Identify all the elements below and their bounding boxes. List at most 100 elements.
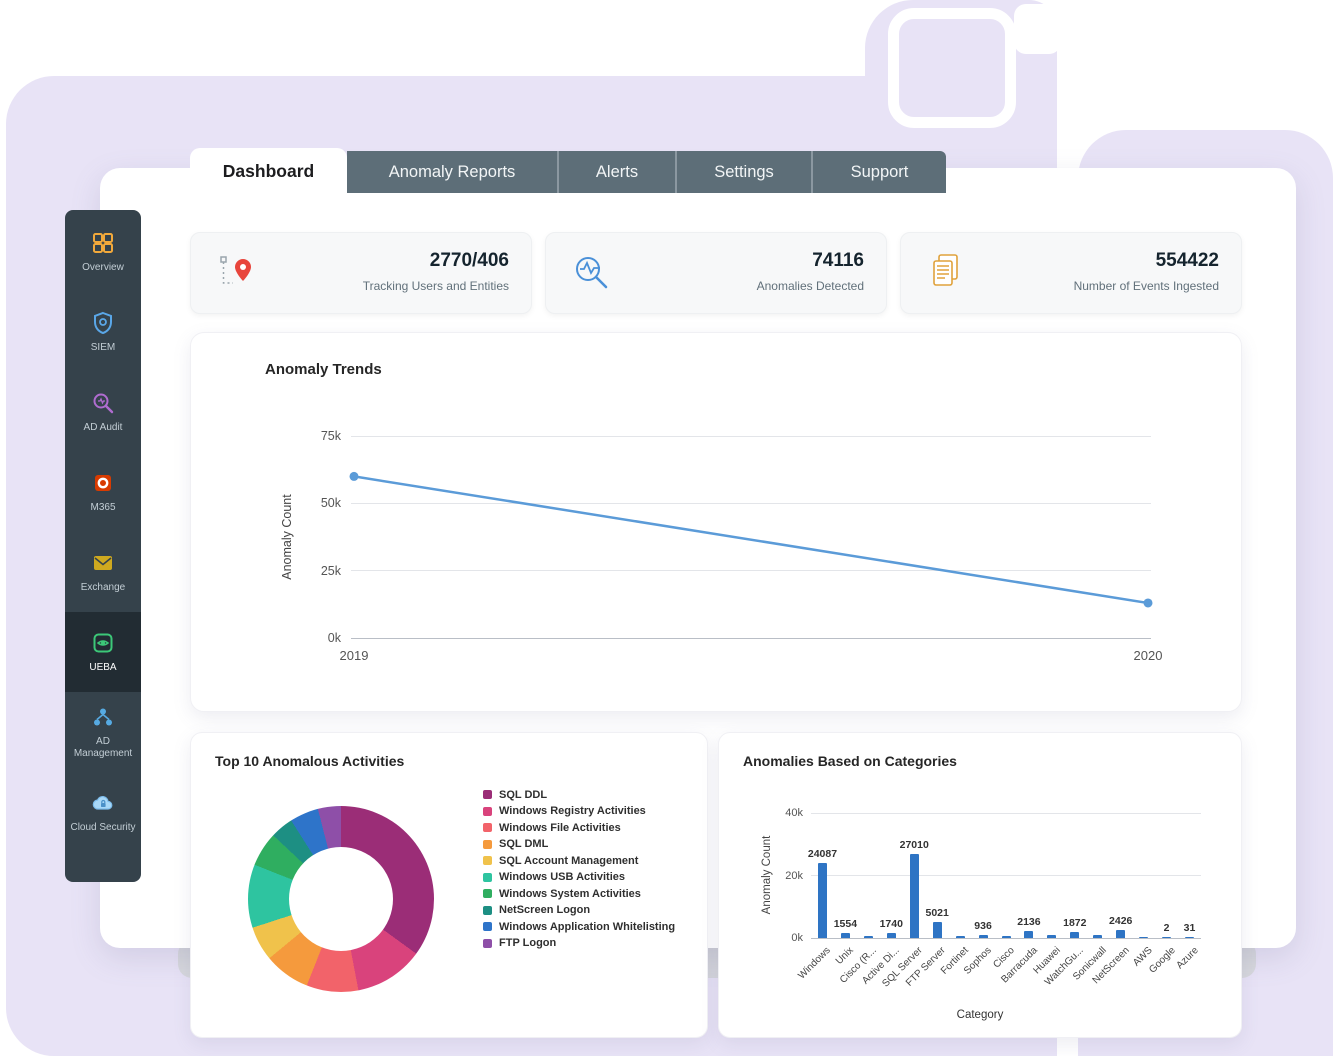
cloud-lock-icon <box>90 790 116 816</box>
decorative-solid-square <box>1014 4 1061 54</box>
ueba-eye-icon <box>90 630 116 656</box>
legend-label: SQL DML <box>499 838 549 850</box>
x-axis-label: Category <box>956 1009 1004 1021</box>
stat-caption: Anomalies Detected <box>756 279 864 293</box>
bar[interactable] <box>932 922 942 938</box>
sidebar-item-siem[interactable]: SIEM <box>65 292 141 372</box>
bar[interactable] <box>1185 936 1195 938</box>
legend-item[interactable]: Windows Application Whitelisting <box>483 920 676 933</box>
stat-value: 2770/406 <box>429 250 509 271</box>
trend-line <box>353 475 1149 605</box>
tab-support[interactable]: Support <box>811 151 946 193</box>
legend-item[interactable]: Windows USB Activities <box>483 871 675 883</box>
sidebar-item-ad-audit[interactable]: AD Audit <box>65 372 141 452</box>
bar[interactable] <box>909 853 919 938</box>
legend-item[interactable]: Windows File Activities <box>483 821 675 834</box>
bar[interactable] <box>886 932 896 938</box>
grid-icon <box>90 230 116 256</box>
stat-card-anomalies: 74116 Anomalies Detected <box>545 232 887 314</box>
sidebar-item-overview[interactable]: Overview <box>65 212 141 292</box>
bar-value-label: 2426 <box>1109 915 1133 928</box>
bar-chart-plot: 24087 Windows 1554 Unix Cisco (R... 1740 Activ… <box>797 812 1201 989</box>
legend-item[interactable]: Windows Registry Activities <box>483 805 675 817</box>
legend-swatch <box>483 889 492 898</box>
sidebar-item-label: Cloud Security <box>70 821 136 833</box>
bar-value-label: 2 <box>1163 921 1170 934</box>
anomalies-categories-card: Anomalies Based on Categories Anomaly Co… <box>718 732 1242 1038</box>
legend-label: Windows Application Whitelisting <box>499 920 676 933</box>
bar[interactable] <box>1047 935 1057 938</box>
legend-swatch <box>483 823 492 832</box>
legend-label: Windows File Activities <box>499 821 621 834</box>
m365-icon <box>90 470 116 496</box>
gridline <box>351 637 1151 639</box>
bar-value-label: 27010 <box>899 838 929 851</box>
bar[interactable] <box>978 935 988 938</box>
legend-label: FTP Logon <box>499 937 557 949</box>
stat-card-tracking: 2770/406 Tracking Users and Entities <box>190 232 532 314</box>
data-point[interactable] <box>1143 598 1153 608</box>
decorative-outline-square <box>888 8 1016 128</box>
y-tick-label: 0k <box>327 631 341 645</box>
sidebar-item-m365[interactable]: M365 <box>65 452 141 532</box>
bar[interactable] <box>840 933 850 938</box>
tab-dashboard[interactable]: Dashboard <box>190 148 347 194</box>
gridline <box>811 875 1201 876</box>
legend-label: Windows System Activities <box>499 887 641 900</box>
sidebar-item-label: AD Audit <box>83 421 123 433</box>
gridline <box>351 435 1151 437</box>
stat-caption: Number of Events Ingested <box>1073 279 1219 293</box>
chart-title: Top 10 Anomalous Activities <box>215 753 405 769</box>
legend-swatch <box>483 922 492 931</box>
legend-label: SQL DDL <box>499 788 548 801</box>
legend-label: Windows Registry Activities <box>499 805 646 817</box>
line-chart-plot[interactable] <box>349 435 1153 639</box>
bar[interactable] <box>955 935 965 938</box>
bar[interactable] <box>1093 934 1103 938</box>
shield-icon <box>90 310 116 336</box>
x-tick-label: 2020 <box>1133 648 1163 663</box>
stat-caption: Tracking Users and Entities <box>362 279 509 293</box>
stat-value: 74116 <box>812 250 864 271</box>
chart-title: Anomalies Based on Categories <box>743 753 957 769</box>
sidebar-item-ueba[interactable]: UEBA <box>65 612 141 692</box>
bar[interactable] <box>863 936 873 938</box>
legend-swatch <box>483 938 492 948</box>
legend-swatch <box>483 790 492 799</box>
legend-item[interactable]: SQL Account Management <box>483 854 675 867</box>
legend-item[interactable]: SQL DDL <box>483 788 675 801</box>
bar-value-label: 936 <box>974 920 992 933</box>
bar-value-label: 24087 <box>807 847 838 860</box>
bar[interactable] <box>1139 936 1149 938</box>
donut-legend: SQL DDL Windows Registry Activities Window… <box>483 789 675 954</box>
sidebar-item-exchange[interactable]: Exchange <box>65 532 141 612</box>
bar[interactable] <box>1024 931 1034 938</box>
legend-item[interactable]: FTP Logon <box>483 937 675 949</box>
route-pin-icon <box>213 249 261 297</box>
anomaly-trends-card: Anomaly Trends Anomaly Count 0k 25k 50k 75k… <box>190 332 1242 712</box>
legend-label: Windows USB Activities <box>499 871 626 883</box>
bar-value-label: 31 <box>1183 921 1196 934</box>
events-docs-icon <box>923 249 971 297</box>
tab-anomaly-reports[interactable]: Anomaly Reports <box>347 151 557 193</box>
legend-label: SQL Account Management <box>499 854 639 867</box>
legend-item[interactable]: Windows System Activities <box>483 887 675 900</box>
tab-settings[interactable]: Settings <box>675 151 811 193</box>
stat-card-events: 554422 Number of Events Ingested <box>900 232 1242 314</box>
sidebar: Overview SIEM AD Audit M365 Exchange <box>65 210 141 882</box>
sidebar-item-label: Overview <box>82 261 124 273</box>
sidebar-item-cloud-security[interactable]: Cloud Security <box>65 772 141 852</box>
tab-alerts[interactable]: Alerts <box>557 151 675 193</box>
sidebar-item-ad-management[interactable]: AD Management <box>65 692 141 772</box>
bar[interactable] <box>1116 930 1126 938</box>
bar-value-label: 1872 <box>1063 917 1087 930</box>
bar[interactable] <box>1162 936 1172 938</box>
legend-item[interactable]: SQL DML <box>483 838 675 850</box>
bar[interactable] <box>1001 936 1011 938</box>
data-point[interactable] <box>349 471 359 481</box>
bar[interactable] <box>1070 932 1080 938</box>
legend-item[interactable]: NetScreen Logon <box>483 904 675 916</box>
x-tick-label: 2019 <box>339 648 369 663</box>
bar[interactable] <box>817 862 827 938</box>
y-tick-label: 50k <box>320 496 341 511</box>
